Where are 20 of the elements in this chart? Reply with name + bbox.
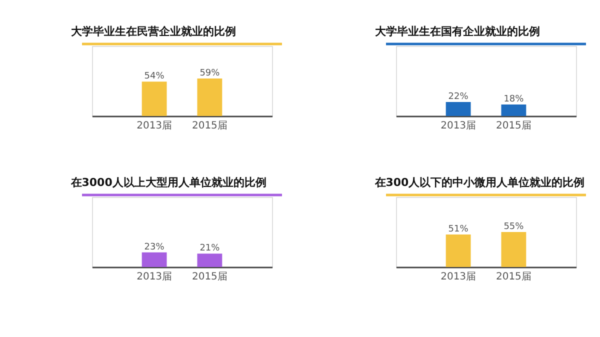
x-tick-label: 2015届 xyxy=(496,120,532,132)
x-tick-label: 2015届 xyxy=(192,120,228,132)
data-label: 23% xyxy=(144,242,165,252)
chart-title: 大学毕业生在国有企业就业的比例 xyxy=(374,24,540,38)
data-label: 18% xyxy=(504,94,524,105)
data-label: 59% xyxy=(200,68,220,78)
data-label: 54% xyxy=(144,72,165,82)
x-tick-label: 2013届 xyxy=(136,272,172,282)
x-tick-label: 2015届 xyxy=(496,272,532,282)
chart-title: 在300人以下的中小微用人单位就业的比例 xyxy=(374,176,585,189)
data-label: 21% xyxy=(200,244,220,254)
data-label: 55% xyxy=(504,222,524,232)
chart-title: 大学毕业生在民营企业就业的比例 xyxy=(70,24,236,38)
x-tick-label: 2015届 xyxy=(192,272,228,282)
chart-title: 在3000人以上大型用人单位就业的比例 xyxy=(70,176,266,189)
data-label: 22% xyxy=(448,92,469,102)
x-tick-label: 2013届 xyxy=(440,272,476,282)
x-tick-label: 2013届 xyxy=(136,120,172,132)
x-tick-label: 2013届 xyxy=(440,120,476,132)
data-label: 51% xyxy=(448,224,469,235)
